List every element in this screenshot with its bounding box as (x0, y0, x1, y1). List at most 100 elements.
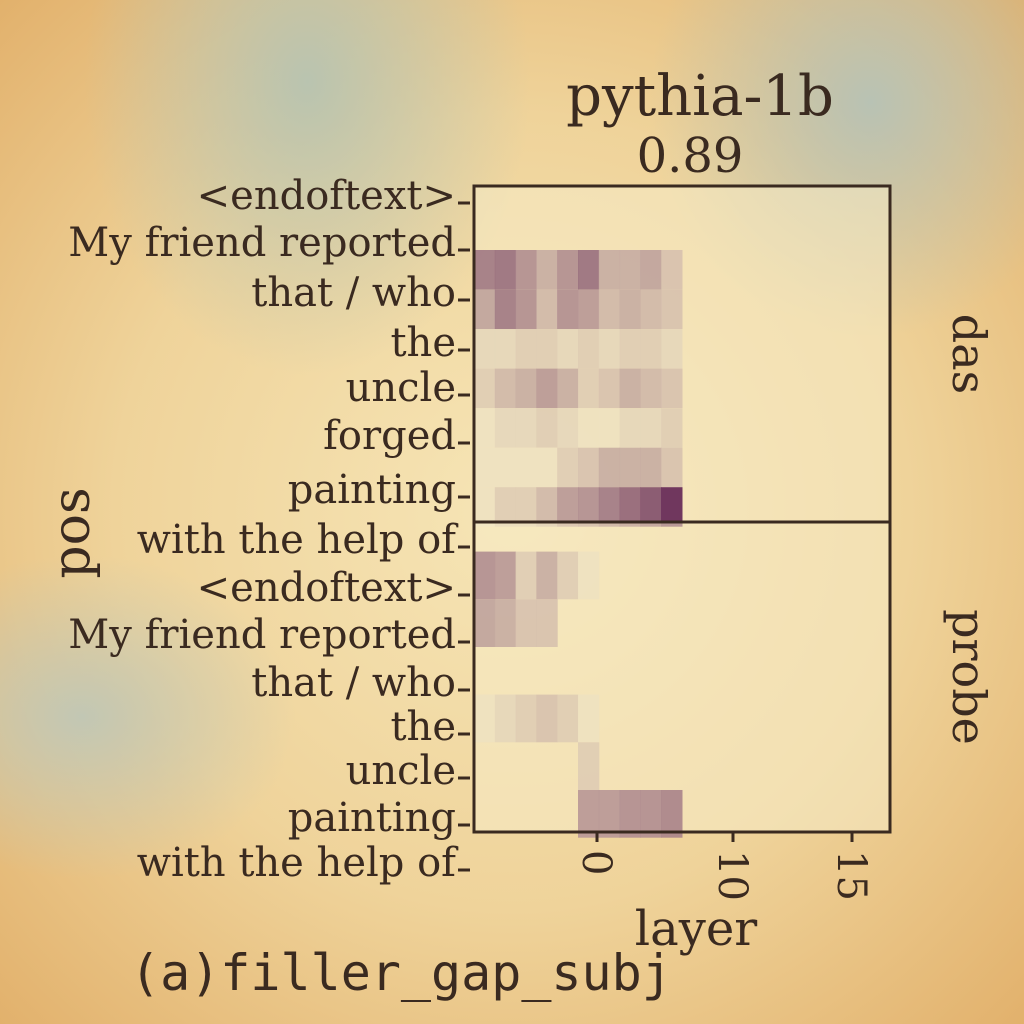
heatmap-cell (578, 289, 600, 330)
panel-name: das (942, 314, 996, 394)
heatmap-cell (640, 487, 662, 527)
heatmap-cell (515, 368, 537, 409)
heatmap-cell (578, 790, 600, 838)
heatmap-cell (619, 368, 641, 409)
heatmap-cell (515, 551, 537, 600)
heatmap-cell (619, 408, 641, 448)
heatmap-cell (494, 408, 517, 448)
heatmap-cell (640, 329, 662, 369)
heatmap-cell (661, 368, 683, 409)
heatmap-cell (474, 289, 496, 330)
heatmap-cell (578, 487, 600, 527)
heatmap-cell (619, 487, 641, 527)
row-label: that / who (251, 660, 456, 706)
row-label: forged (323, 413, 456, 459)
heatmap-cell (661, 250, 683, 290)
x-tick-label: 15 (828, 850, 874, 901)
heatmap-cell (619, 289, 641, 330)
heatmap-cell (474, 329, 496, 369)
heatmap-cell (619, 250, 641, 290)
heatmap-cell (515, 250, 537, 290)
heatmap-cell (578, 368, 600, 409)
heatmap-cell (515, 487, 537, 527)
heatmap-cell (474, 551, 496, 600)
heatmap-cell (557, 368, 579, 409)
heatmap-cell (578, 408, 600, 448)
x-tick-label: 0 (573, 850, 619, 875)
heatmap-cell (640, 289, 662, 330)
heatmap-cell (557, 408, 579, 448)
heatmap-cell (474, 447, 496, 488)
heatmap-cell (515, 408, 537, 448)
heatmap-cell (536, 487, 558, 527)
heatmap-cell (598, 408, 621, 448)
row-label: with the help of (137, 840, 459, 886)
heatmap-cell (578, 329, 600, 369)
heatmap-cell (536, 551, 558, 600)
heatmap-cell (515, 694, 537, 743)
heatmap-cell (598, 329, 621, 369)
row-label: <endoftext> (197, 173, 456, 219)
heatmap-cell (661, 487, 683, 527)
heatmap-cell (515, 329, 537, 369)
panel-name: probe (942, 609, 996, 745)
heatmap-cell (619, 447, 641, 488)
heatmap-cell (640, 790, 662, 838)
heatmap-cell (515, 289, 537, 330)
row-label: painting (288, 795, 456, 841)
heatmap-cell (598, 487, 621, 527)
heatmap-cell (536, 368, 558, 409)
heatmap-cell (536, 289, 558, 330)
heatmap-cell (494, 250, 517, 290)
heatmap-cell (474, 250, 496, 290)
heatmap-cell (494, 289, 517, 330)
row-label: uncle (346, 748, 456, 794)
heatmap-cell (536, 599, 558, 647)
heatmap-cell (474, 487, 496, 527)
heatmap-cell (557, 447, 579, 488)
heatmap-cell (536, 447, 558, 488)
heatmap-cell (474, 599, 496, 647)
row-label: the (390, 320, 456, 366)
heatmap-cell (557, 250, 579, 290)
heatmap-cell (557, 329, 579, 369)
heatmap-cell (494, 487, 517, 527)
heatmap-cell (557, 551, 579, 600)
heatmap-cell (578, 447, 600, 488)
row-label: with the help of (137, 517, 459, 563)
heatmap-cell (494, 551, 517, 600)
heatmap-cell (494, 447, 517, 488)
heatmap-cell (598, 289, 621, 330)
heatmap-cell (474, 368, 496, 409)
heatmap-cell (661, 329, 683, 369)
heatmap-cell (578, 250, 600, 290)
chart-subtitle: 0.89 (637, 128, 744, 184)
heatmap-cell (494, 368, 517, 409)
heatmap-cell (474, 408, 496, 448)
y-axis-label: pos (42, 487, 102, 578)
row-label: the (390, 704, 456, 750)
row-label: My friend reported (68, 612, 456, 658)
heatmap-cell (536, 250, 558, 290)
row-label: <endoftext> (197, 565, 456, 611)
row-label: uncle (346, 365, 456, 411)
heatmap-cell (557, 487, 579, 527)
heatmap-cell (515, 447, 537, 488)
heatmap-cell (640, 447, 662, 488)
heatmap-cell (598, 250, 621, 290)
heatmap-cell (536, 329, 558, 369)
heatmap-cell (598, 368, 621, 409)
heatmap-cell (661, 289, 683, 330)
x-axis: 0 10 15 (573, 832, 874, 901)
x-tick-label: 10 (709, 850, 755, 901)
heatmap-cell (619, 329, 641, 369)
row-label: painting (288, 467, 456, 513)
heatmap-cell (557, 289, 579, 330)
heatmap-cell (640, 408, 662, 448)
heatmap-cell (598, 790, 621, 838)
heatmap-cell (640, 368, 662, 409)
heatmap-cell (598, 447, 621, 488)
